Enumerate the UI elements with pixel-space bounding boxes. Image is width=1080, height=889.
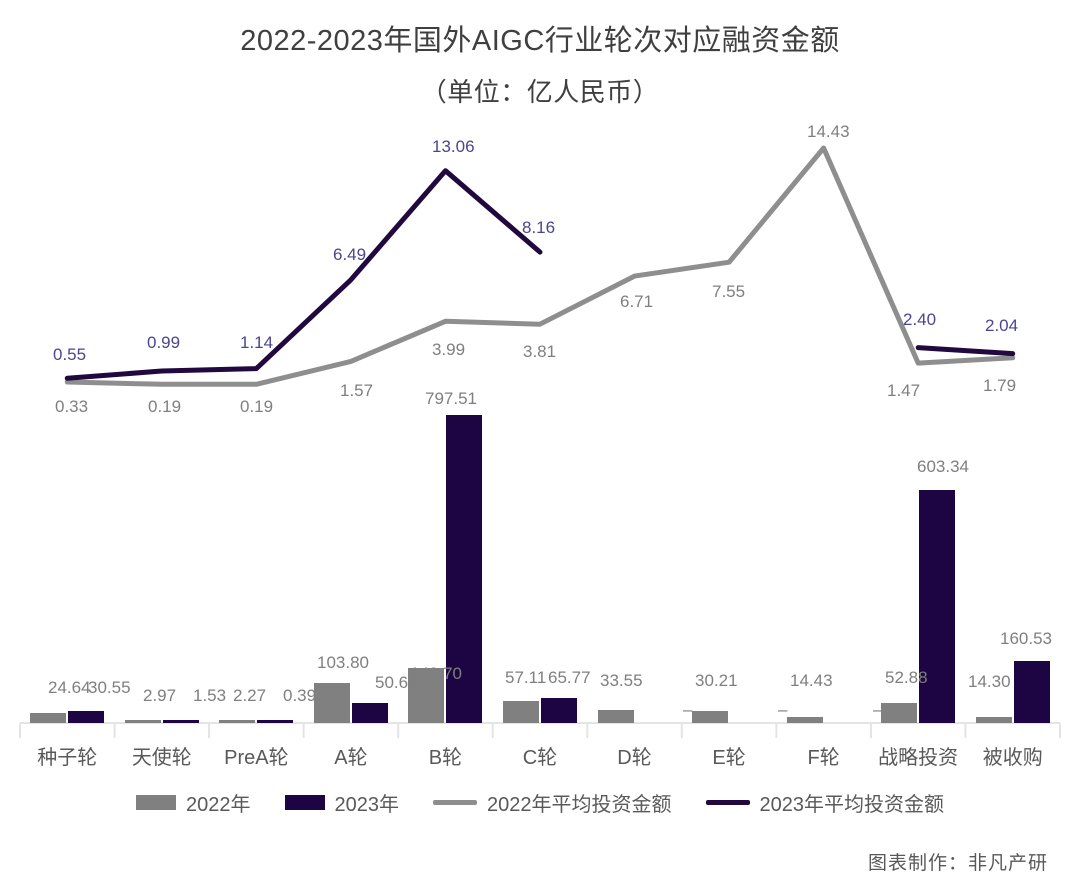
- page-title: 2022-2023年国外AIGC行业轮次对应融资金额: [240, 25, 840, 57]
- bar-2022: [692, 711, 729, 723]
- bar-label-2023: 797.51: [425, 389, 477, 408]
- line-label-2022: 0.33: [55, 397, 89, 416]
- x-axis-label-7: D轮: [617, 747, 652, 769]
- x-axis-label-4: A轮: [334, 747, 368, 769]
- line-label-2022: 3.81: [523, 342, 557, 361]
- line-label-2023: 13.06: [432, 137, 475, 156]
- bar-label-2022: 2.27: [233, 686, 267, 705]
- line-label-2023: 6.49: [333, 245, 367, 264]
- line-label-2022: 0.19: [240, 397, 274, 416]
- bar-2022: [597, 710, 634, 723]
- bar-label-2022: 24.64: [48, 678, 91, 697]
- bar-2022: [408, 667, 445, 723]
- legend-label: 2023年: [334, 794, 400, 816]
- bar-2023: [257, 720, 294, 723]
- bar-2023: [351, 703, 388, 723]
- line-label-2022: 7.55: [712, 282, 746, 301]
- line-label-2022: 0.19: [148, 397, 182, 416]
- line-label-2022: 1.57: [340, 381, 374, 400]
- line-label-2023: 1.14: [240, 333, 274, 352]
- line-label-2022: 1.47: [887, 381, 921, 400]
- bar-label-2022: 57.11: [505, 668, 547, 687]
- line-label-2023: 2.40: [903, 310, 937, 329]
- bar-label-2023: 50.66: [375, 673, 418, 692]
- bar-2022: [503, 700, 539, 723]
- x-axis-label-11: 被收购: [982, 747, 1043, 769]
- bar-label-2023: –: [683, 700, 693, 719]
- line-label-2022: 14.43: [807, 122, 850, 141]
- legend-swatch-icon: [284, 795, 325, 810]
- bar-2023: [919, 489, 956, 723]
- x-axis-label-6: C轮: [522, 747, 558, 769]
- x-axis-label-1: 种子轮: [37, 747, 98, 769]
- bar-label-2023: 160.53: [1000, 629, 1052, 648]
- legend-line-2023[interactable]: 2023年平均投资金额: [705, 788, 945, 817]
- bar-label-2022: 14.43: [790, 671, 833, 690]
- bar-label-2023: 30.55: [88, 678, 131, 697]
- line-label-2022: 6.71: [620, 292, 654, 311]
- line-label-2022: 1.79: [983, 376, 1017, 395]
- legend-swatch-icon: [136, 795, 176, 810]
- bar-2023: [541, 697, 577, 723]
- chart-title-block: 2022-2023年国外AIGC行业轮次对应融资金额 （单位：亿人民币）: [0, 20, 1080, 113]
- legend-line-icon: [433, 800, 477, 805]
- bar-label-2023: 65.77: [548, 668, 591, 687]
- legend-line-icon: [705, 800, 750, 805]
- bar-2022: [124, 720, 161, 723]
- legend-label: 2023年平均投资金额: [759, 794, 945, 816]
- bar-2022: [881, 702, 918, 723]
- x-axis-label-9: F轮: [807, 747, 840, 769]
- bar-label-2022: 52.88: [885, 668, 928, 687]
- bar-label-2022: 103.80: [317, 653, 369, 672]
- bar-label-2023: 0.39: [283, 686, 317, 705]
- chart-credit: 图表制作：非凡产研: [867, 853, 1048, 874]
- bar-label-2023: –: [873, 700, 883, 719]
- bar-2022: [219, 720, 256, 723]
- legend-label: 2022年: [186, 794, 251, 816]
- line-label-2023: 8.16: [522, 218, 556, 237]
- legend-bar-2022[interactable]: 2022年: [136, 788, 251, 817]
- bar-2022: [30, 713, 67, 723]
- bar-2022: [975, 717, 1012, 723]
- bar-label-2023: –: [778, 700, 788, 719]
- bar-label-2022: 2.97: [143, 686, 177, 705]
- bar-label-2023: 603.34: [917, 457, 969, 476]
- bar-2023: [162, 720, 199, 723]
- x-axis-label-2: 天使轮: [131, 747, 192, 769]
- legend-line-2022[interactable]: 2022年平均投资金额: [433, 788, 672, 817]
- bar-2022: [313, 682, 350, 723]
- bar-label-2023: 1.53: [193, 686, 227, 705]
- chart-subtitle: （单位：亿人民币）: [420, 76, 660, 107]
- bar-label-2022: 33.55: [600, 671, 643, 690]
- legend-label: 2022年平均投资金额: [487, 794, 672, 816]
- line-label-2022: 3.99: [432, 340, 466, 359]
- line-label-2023: 0.99: [147, 333, 181, 352]
- x-axis-label-5: B轮: [428, 747, 463, 769]
- bar-label-2022: 30.21: [695, 671, 738, 690]
- line-label-2023: 0.55: [53, 345, 87, 364]
- bar-2023: [446, 415, 483, 723]
- x-axis-label-3: PreA轮: [224, 747, 289, 769]
- line-label-2023: 2.04: [985, 316, 1019, 335]
- bar-label-2022: 143.70: [410, 664, 462, 683]
- x-axis-label-8: E轮: [712, 747, 746, 769]
- x-axis-labels: 种子轮 天使轮 PreA轮 A轮 B轮 C轮 D轮 E轮 F轮 战略投资 被收购: [0, 741, 1080, 775]
- bar-2023: [1013, 661, 1050, 723]
- chart-legend: 2022年 2023年 2022年平均投资金额 2023年平均投资金额: [0, 788, 1080, 817]
- bar-label-2022: 14.30: [968, 672, 1011, 691]
- x-axis-label-10: 战略投资: [878, 747, 959, 769]
- bar-2022: [786, 717, 823, 723]
- bar-2023: [68, 711, 105, 723]
- legend-bar-2023[interactable]: 2023年: [284, 788, 400, 817]
